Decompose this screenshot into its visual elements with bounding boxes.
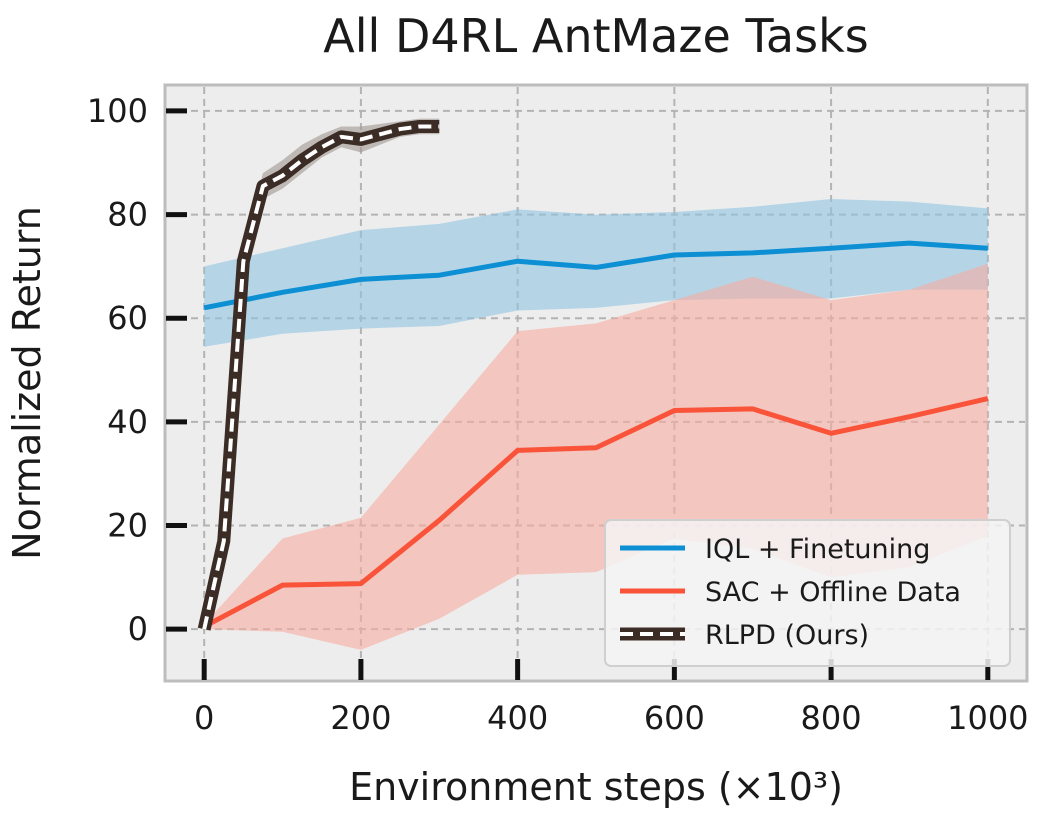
y-tick-label: 20 <box>107 507 148 545</box>
line-series-1 <box>203 240 988 311</box>
y-tick-label: 80 <box>107 196 148 234</box>
y-tick-label: 0 <box>128 610 148 648</box>
y-tick-label: 100 <box>87 92 148 130</box>
legend-box <box>604 519 1011 667</box>
x-tick-label: 1000 <box>947 699 1028 737</box>
band-series-1 <box>204 199 988 347</box>
axis-ticks: 0 200 400 600 800 1000 0 20 40 60 80 100 <box>87 92 1029 737</box>
y-tick-label: 40 <box>107 403 148 441</box>
y-axis-label: Normalized Return <box>5 206 49 560</box>
x-tick-label: 400 <box>487 699 548 737</box>
legend: IQL + Finetuning SAC + Offline Data RLPD (… <box>604 519 1011 667</box>
line-series-3-dash <box>202 124 440 630</box>
x-tick-label: 600 <box>644 699 705 737</box>
x-tick-label: 200 <box>330 699 391 737</box>
legend-label-2: SAC + Offline Data <box>705 577 961 608</box>
x-axis-label: Environment steps (×10³) <box>349 765 843 809</box>
y-tick-label: 60 <box>107 299 148 337</box>
line-series-2 <box>203 396 989 629</box>
series-lines <box>197 119 989 631</box>
x-tick-label: 0 <box>194 699 214 737</box>
x-tick-label: 800 <box>801 699 862 737</box>
chart-title: All D4RL AntMaze Tasks <box>323 9 868 63</box>
legend-label-1: IQL + Finetuning <box>705 534 930 565</box>
legend-label-3: RLPD (Ours) <box>705 620 869 651</box>
